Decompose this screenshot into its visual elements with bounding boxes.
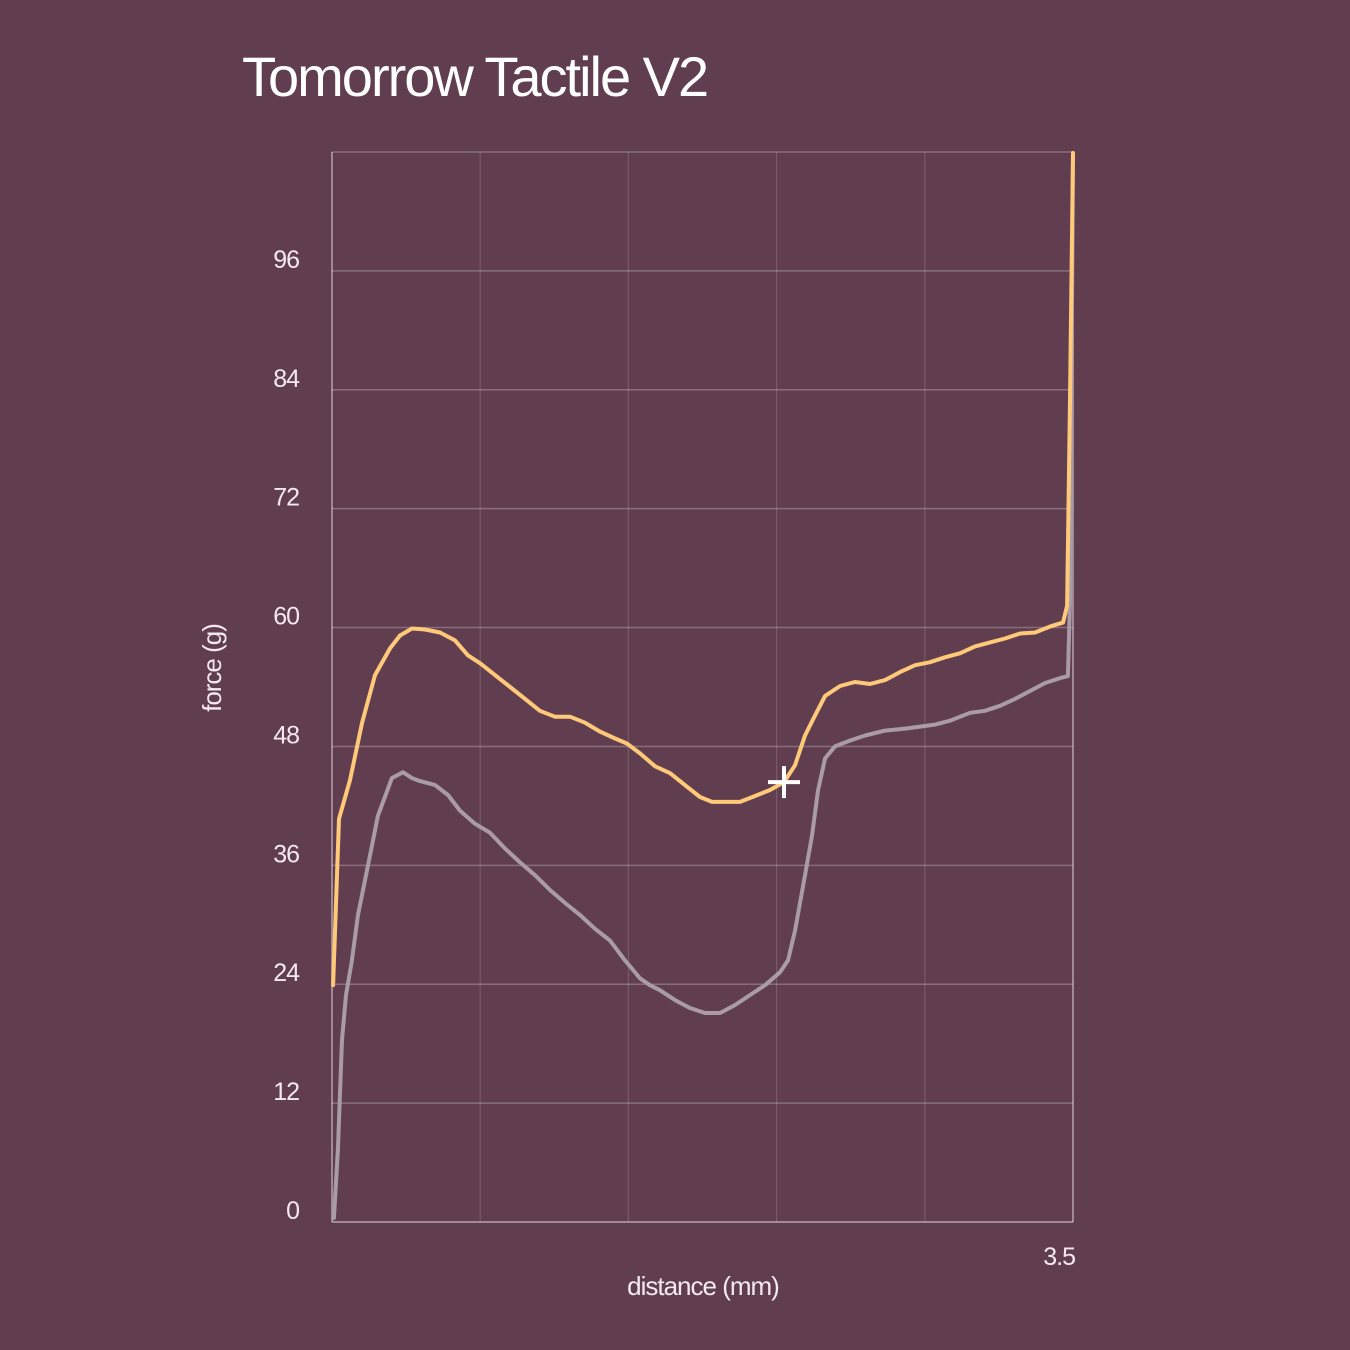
series-line-0 bbox=[331, 151, 1075, 1220]
series-lines bbox=[331, 151, 1075, 1220]
chart-title: Tomorrow Tactile V2 bbox=[242, 45, 707, 108]
x-tick-labels: 3.5 bbox=[1043, 1243, 1076, 1271]
y-tick-label: 12 bbox=[273, 1078, 299, 1106]
y-axis-label: force (g) bbox=[197, 624, 227, 712]
y-tick-label: 60 bbox=[273, 603, 299, 631]
y-tick-label: 72 bbox=[273, 484, 299, 512]
y-tick-label: 96 bbox=[273, 246, 299, 274]
series-line-1 bbox=[331, 151, 1075, 988]
y-tick-label: 36 bbox=[273, 840, 299, 868]
y-tick-label: 84 bbox=[273, 365, 300, 393]
y-tick-labels: 0 12 24 36 48 60 72 84 96 bbox=[273, 246, 301, 1225]
cross-marker bbox=[768, 766, 801, 799]
x-tick-label: 3.5 bbox=[1043, 1243, 1075, 1271]
x-axis-label: distance (mm) bbox=[627, 1271, 779, 1301]
y-tick-label: 48 bbox=[273, 721, 299, 749]
y-tick-label: 0 bbox=[286, 1197, 299, 1225]
y-tick-label: 24 bbox=[273, 959, 300, 987]
